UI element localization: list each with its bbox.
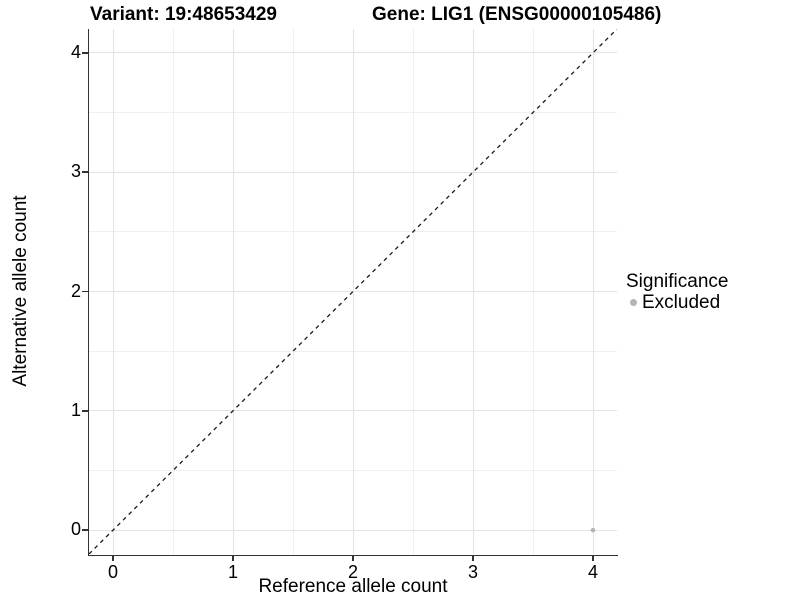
y-tick-mark (82, 529, 88, 531)
plot-title-variant: Variant: 19:48653429 (90, 4, 277, 25)
y-tick-label: 1 (70, 399, 81, 420)
x-tick-label: 3 (467, 562, 479, 582)
x-tick-mark (232, 556, 234, 561)
y-tick-label: 2 (70, 280, 81, 301)
y-axis-line (87, 29, 89, 556)
data-point-excluded (590, 527, 596, 533)
y-axis-title: Alternative allele count (10, 195, 31, 387)
panel-overlay (89, 29, 617, 554)
legend-item-label: Excluded (642, 292, 721, 313)
x-axis-line (87, 554, 618, 556)
x-tick-label: 1 (227, 562, 239, 582)
gridline-y-major (89, 52, 617, 54)
y-tick-mark (82, 171, 88, 173)
x-tick-mark (592, 556, 594, 561)
gridline-y-major (89, 291, 617, 292)
legend-point-icon (630, 299, 637, 306)
identity-reference-line (89, 29, 617, 554)
y-tick-label: 3 (70, 161, 81, 182)
y-tick-mark (82, 290, 88, 293)
x-tick-mark (112, 556, 114, 561)
y-tick-label: 0 (70, 519, 81, 540)
legend: Significance Excluded (626, 271, 728, 313)
y-tick-label: 4 (70, 41, 81, 62)
x-axis-title: Reference allele count (258, 576, 448, 597)
x-tick-mark (352, 556, 354, 561)
x-tick-label: 2 (347, 562, 359, 582)
gridline-y-major (89, 171, 617, 173)
gridline-y-major (89, 410, 617, 412)
y-tick-mark (82, 410, 88, 412)
legend-title: Significance (626, 271, 729, 292)
x-tick-label: 0 (107, 562, 119, 582)
x-tick-mark (472, 556, 474, 561)
plot-title-gene: Gene: LIG1 (ENSG00000105486) (372, 4, 662, 25)
y-tick-mark (82, 52, 88, 54)
legend-item-excluded: Excluded (626, 292, 728, 313)
plot-panel (89, 29, 617, 554)
x-tick-label: 4 (587, 562, 599, 582)
gridline-y-major (89, 529, 617, 531)
